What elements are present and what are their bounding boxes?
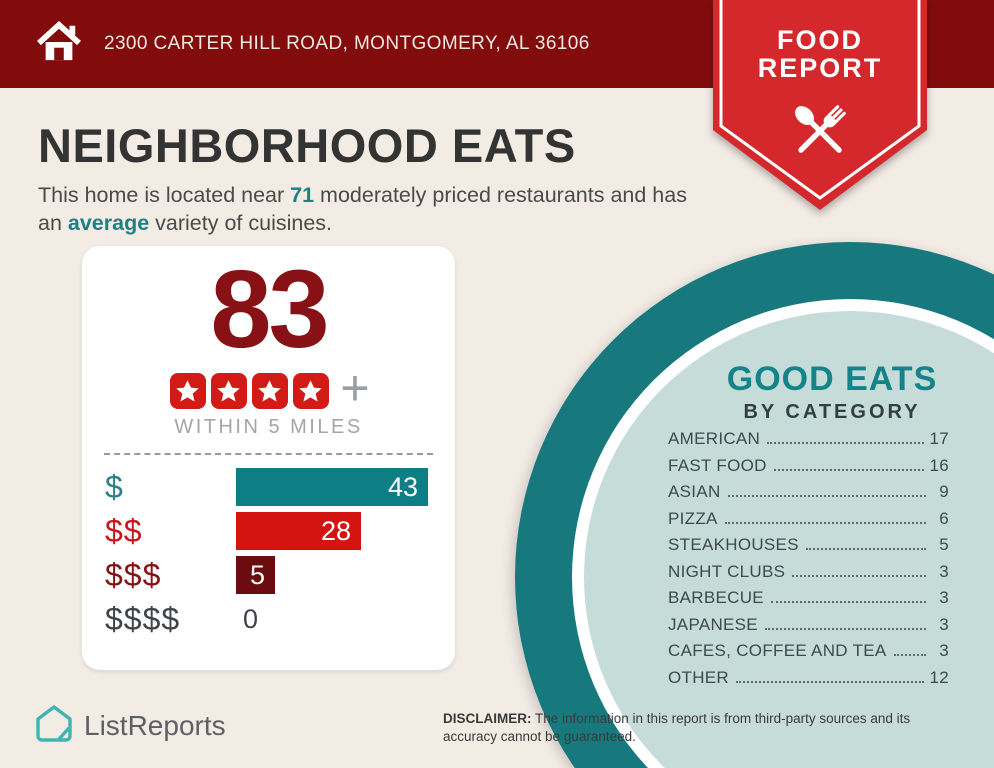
restaurant-score: 83 [210,248,329,371]
plus-sign: + [340,360,370,416]
yelp-star-icon [210,373,247,409]
category-row: STEAKHOUSES 5 [668,535,949,562]
category-label: CAFES, COFFEE AND TEA [668,641,887,660]
price-tier-row: $$ 28 [105,512,431,550]
bar-track: 43 [236,468,431,506]
bar-fill: 0 [236,600,431,638]
category-count: 3 [939,561,949,581]
dotted-leader [805,548,926,550]
price-tier-label: $ [105,468,124,505]
dotted-leader [792,574,926,577]
bar-fill: 43 [236,468,428,506]
category-label: OTHER [668,667,729,687]
category-label: FAST FOOD [668,455,767,475]
good-eats-title: GOOD EATS [726,360,938,398]
good-eats-subtitle: BY CATEGORY [743,401,921,423]
ribbon-line1: FOOD [777,25,863,55]
bar-fill: 5 [236,556,275,594]
intro-text: This home is located near 71 moderately … [38,182,698,237]
radius-label: WITHIN 5 MILES [174,416,363,438]
category-label: AMERICAN [668,429,761,448]
score-card: 83 + WITHIN 5 MILES $ 43 [82,246,455,670]
dashed-divider [104,453,433,455]
bar-track: 28 [236,512,431,550]
food-report-ribbon: FOOD REPORT [713,0,927,212]
dotted-leader [724,521,926,524]
ribbon-title: FOOD REPORT [713,26,927,83]
ribbon-line2: REPORT [757,53,883,84]
category-row: OTHER 12 [668,668,949,695]
category-count: 3 [939,588,949,607]
page-title: NEIGHBORHOOD EATS [38,119,576,172]
category-row: AMERICAN 17 [668,429,949,456]
listreports-house-icon [34,703,74,748]
good-eats-category-list: AMERICAN 17 FAST FOOD 16 ASIAN 9 PIZZA 6… [668,429,949,694]
property-address: 2300 CARTER HILL ROAD, MONTGOMERY, AL 36… [104,33,590,54]
category-count: 3 [939,641,949,660]
category-label: NIGHT CLUBS [668,561,786,581]
dotted-leader [773,468,925,471]
intro-pre: This home is located near [38,183,291,207]
dotted-leader [727,495,926,497]
category-row: PIZZA 6 [668,509,949,536]
yelp-star-icon [292,373,329,409]
category-count: 3 [939,614,949,634]
category-count: 17 [929,429,949,448]
listreports-logo: ListReports [34,703,226,748]
price-tier-row: $ 43 [105,468,431,506]
category-count: 6 [939,508,949,528]
category-row: CAFES, COFFEE AND TEA 3 [668,641,949,668]
price-tier-row: $$$ 5 [105,556,431,594]
dotted-leader [770,601,926,603]
price-tier-bar-chart: $ 43 $$ 28 $$$ 5 $$$$ 0 [105,468,431,644]
bar-track: 0 [236,600,431,638]
category-row: ASIAN 9 [668,482,949,509]
variety-highlight: average [67,210,150,235]
bar-track: 5 [236,556,431,594]
good-eats-header: GOOD EATS BY CATEGORY [665,360,994,424]
bar-value: 5 [249,559,265,590]
disclaimer-label: DISCLAIMER: [443,711,532,726]
category-label: PIZZA [668,508,718,528]
category-row: BARBECUE 3 [668,588,949,615]
yelp-star-icon [251,373,288,409]
category-row: NIGHT CLUBS 3 [668,562,949,589]
disclaimer: DISCLAIMER: The information in this repo… [443,710,943,746]
category-label: JAPANESE [668,614,758,634]
category-count: 5 [939,535,949,554]
price-tier-label: $$$$ [105,600,181,637]
house-icon [36,20,82,68]
category-label: BARBECUE [668,588,764,607]
bar-value: 0 [243,603,259,634]
category-row: JAPANESE 3 [668,615,949,642]
disclaimer-text: The information in this report is from t… [443,711,911,745]
intro-mid: moderately priced restaurants and has an [38,183,687,235]
price-tier-label: $$$ [105,556,162,593]
yelp-star-icon [169,373,206,409]
dotted-leader [764,627,926,630]
spoon-fork-icon [781,92,859,170]
category-count: 9 [939,482,949,501]
dotted-leader [736,680,925,683]
brand-name: ListReports [84,709,226,741]
dotted-leader [893,654,926,656]
bar-fill: 28 [236,512,361,550]
bar-value: 43 [387,471,418,502]
category-count: 12 [929,667,949,687]
restaurant-count: 71 [290,183,315,207]
star-tiles [167,373,331,409]
price-tier-row: $$$$ 0 [105,600,431,638]
intro-post: variety of cuisines. [149,210,333,235]
dotted-leader [767,442,925,444]
bar-value: 28 [320,515,351,546]
star-rating: + [82,360,455,416]
category-label: ASIAN [668,482,721,501]
category-label: STEAKHOUSES [668,535,799,554]
category-row: FAST FOOD 16 [668,456,949,483]
category-count: 16 [929,455,949,475]
price-tier-label: $$ [105,512,143,549]
